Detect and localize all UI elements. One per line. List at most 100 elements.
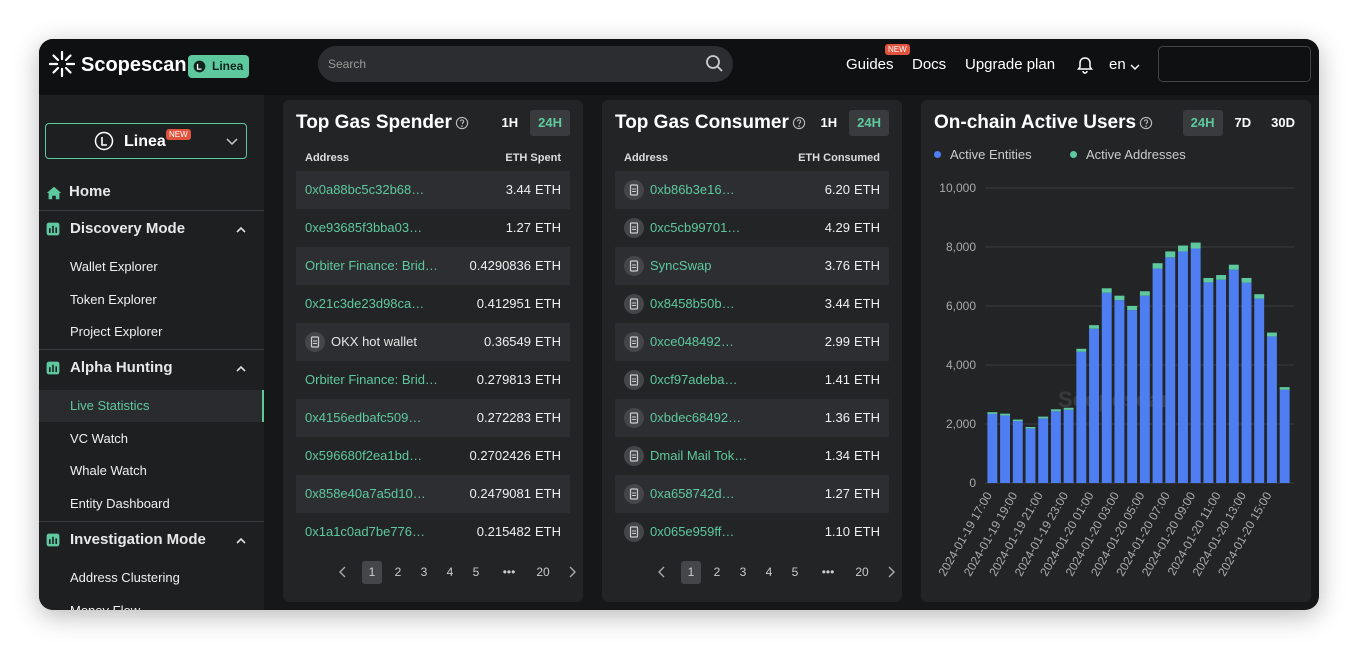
next-page[interactable] — [881, 562, 901, 582]
nav-item[interactable]: Money Flow — [70, 602, 141, 611]
column-header: ETH Consumed — [798, 152, 880, 164]
next-page[interactable] — [562, 562, 582, 582]
amount-value: 0.4290836 — [469, 258, 531, 273]
page-button[interactable]: 20 — [855, 565, 869, 579]
nav-link[interactable]: Guides — [846, 56, 894, 73]
tab[interactable]: 24H — [530, 110, 570, 136]
page-button[interactable]: 3 — [420, 565, 428, 579]
page-button[interactable]: ••• — [821, 565, 835, 579]
nav-item[interactable]: Home — [69, 183, 111, 200]
nav-item[interactable]: Wallet Explorer — [70, 259, 158, 274]
prev-page[interactable] — [652, 562, 672, 582]
column-header: Address — [305, 152, 350, 164]
page-button[interactable]: 1 — [362, 561, 382, 584]
prev-page[interactable] — [333, 562, 353, 582]
address-link[interactable]: 0xcf97adeba… — [650, 372, 738, 387]
divider — [39, 210, 264, 211]
address-link[interactable]: Orbiter Finance: Brid… — [305, 372, 438, 387]
address-link[interactable]: 0x858e40a7a5d10… — [305, 486, 426, 501]
search-input[interactable]: Search — [318, 46, 733, 82]
amount-value: 1.34 — [824, 448, 850, 463]
address-link[interactable]: SyncSwap — [650, 258, 712, 273]
table-panel: Top Gas Spender 1H 24H Address ETH Spent 0x0a… — [283, 100, 583, 602]
tab[interactable]: 7D — [1234, 115, 1252, 130]
bar-segment — [1025, 426, 1036, 429]
nav-link[interactable]: Docs — [912, 56, 947, 73]
header: Scopescan Linea Search Guides Docs Upgrade pl… — [39, 39, 1319, 95]
section-title[interactable]: Alpha Hunting — [70, 359, 173, 376]
amount: 3.76 ETH — [825, 258, 880, 273]
section-icon — [46, 361, 60, 375]
chart-title: On-chain Active Users — [934, 112, 1137, 133]
chain-selector[interactable]: Linea NEW — [45, 123, 247, 159]
bar-segment — [1127, 310, 1138, 483]
address-link[interactable]: 0xe93685f3bba03… — [305, 220, 423, 235]
legend-label: Active Entities — [950, 147, 1032, 162]
address-link[interactable]: Dmail Mail Tok… — [650, 448, 748, 463]
collapse-icon — [236, 365, 246, 372]
nav-item[interactable]: VC Watch — [70, 430, 129, 446]
bar-segment — [1216, 275, 1227, 280]
page-button[interactable]: 1 — [681, 561, 701, 584]
help-icon — [1139, 116, 1153, 130]
bar-segment — [1254, 298, 1265, 483]
tab[interactable]: 24H — [1182, 110, 1223, 136]
entity-icon — [624, 408, 644, 428]
tab[interactable]: 30D — [1271, 115, 1295, 130]
address-link[interactable]: 0xc5cb99701… — [650, 220, 741, 235]
nav-item[interactable]: Project Explorer — [70, 324, 163, 339]
bar-segment — [987, 413, 998, 483]
address-link[interactable]: Orbiter Finance: Brid… — [305, 258, 438, 273]
address-link[interactable]: 0x4156edbafc509… — [305, 410, 422, 425]
section-title[interactable]: Discovery Mode — [70, 220, 186, 237]
amount: 0.36549 ETH — [484, 334, 561, 349]
tab[interactable]: 1H — [820, 115, 838, 130]
address-link[interactable]: 0xce048492… — [650, 334, 734, 349]
nav-link[interactable]: Upgrade plan — [965, 56, 1056, 73]
new-badge: NEW — [166, 129, 191, 140]
tab[interactable]: 1H — [501, 115, 519, 130]
page-button[interactable]: ••• — [502, 565, 516, 579]
nav-item[interactable]: Token Explorer — [70, 291, 157, 307]
page-button[interactable]: 5 — [472, 565, 480, 579]
nav-item[interactable]: Whale Watch — [70, 463, 147, 478]
address-link[interactable]: 0x1a1c0ad7be776… — [305, 524, 425, 539]
tab[interactable]: 24H — [849, 110, 889, 136]
amount-value: 0.272283 — [476, 410, 531, 425]
address-link[interactable]: 0x21c3de23d98ca… — [305, 296, 425, 311]
bar-segment — [1076, 348, 1087, 352]
address-link[interactable]: 0xb86b3e16… — [650, 182, 735, 197]
page-button[interactable]: 3 — [739, 565, 747, 579]
address-link[interactable]: OKX hot wallet — [331, 334, 417, 349]
nav-item[interactable]: Address Clustering — [70, 570, 180, 585]
section-title[interactable]: Investigation Mode — [70, 531, 206, 548]
bar-segment — [1012, 421, 1023, 483]
nav-item[interactable]: Live Statistics — [70, 398, 150, 413]
entity-icon — [624, 294, 644, 314]
page-button[interactable]: 4 — [446, 565, 454, 579]
address-link[interactable]: 0x596680f2ea1bd… — [305, 448, 423, 463]
address-link[interactable]: 0x065e959ff… — [650, 524, 735, 539]
page-button[interactable]: 20 — [536, 565, 550, 579]
legend: Active Entities Active Addresses — [934, 147, 1220, 162]
address-link[interactable]: 0x8458b50b… — [650, 296, 735, 311]
address-link[interactable]: 0x0a88bc5c32b68… — [305, 182, 425, 197]
bar-segment — [1152, 268, 1163, 483]
amount-value: 0.215482 — [476, 524, 531, 539]
address-link[interactable]: 0xa658742d… — [650, 486, 735, 501]
language[interactable]: en — [1109, 56, 1126, 73]
bar-segment — [1139, 291, 1150, 296]
page-button[interactable]: 5 — [791, 565, 799, 579]
bar-segment — [1152, 263, 1163, 269]
page-button[interactable]: 2 — [394, 565, 402, 579]
nav-item[interactable]: Entity Dashboard — [70, 495, 170, 511]
page-button[interactable]: 4 — [765, 565, 773, 579]
page-button[interactable]: 2 — [713, 565, 721, 579]
bar-segment — [1000, 415, 1011, 483]
bell-icon[interactable] — [1075, 55, 1095, 75]
account-box[interactable] — [1158, 46, 1311, 82]
address-link[interactable]: 0xbdec68492… — [650, 410, 742, 425]
bar-segment — [1076, 351, 1087, 483]
bar-segment — [1190, 242, 1201, 249]
chart-panel: On-chain Active Users 24H 7D 30D Active Enti… — [921, 100, 1311, 602]
